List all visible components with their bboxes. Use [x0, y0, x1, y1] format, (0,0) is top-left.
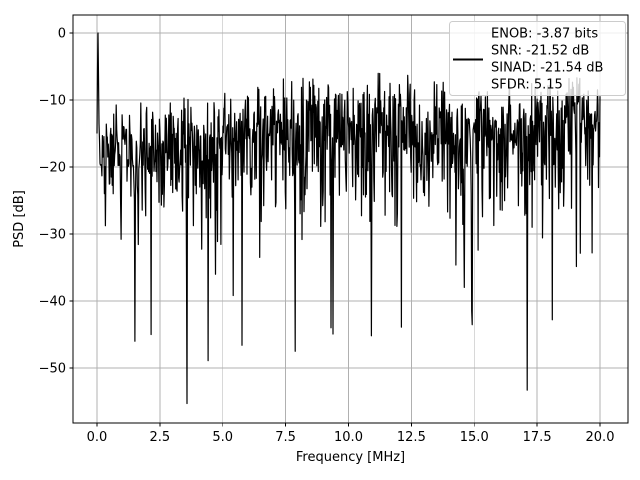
plot-area-border	[72, 14, 629, 424]
x-tick-label: 7.5	[275, 430, 296, 445]
legend-enob-label: ENOB: -3.87 bits	[491, 27, 598, 42]
y-tick-label: 0	[58, 27, 66, 42]
x-tick-label: 2.5	[150, 430, 171, 445]
x-tick-label: 5.0	[212, 430, 233, 445]
x-tick-label: 15.0	[460, 430, 489, 445]
axis-tick-labels: 0.0 2.5 5.0 7.5 10.0 12.5 15.0 17.5 20.0 0 −10 −20 −…	[39, 27, 615, 446]
x-axis-label: Frequency [MHz]	[296, 450, 405, 465]
x-tick-label: 17.5	[523, 430, 552, 445]
x-tick-label: 12.5	[397, 430, 426, 445]
psd-series-line	[96, 32, 601, 405]
y-tick-label: −40	[39, 295, 66, 310]
legend-sfdr-label: SFDR: 5.15	[491, 78, 563, 93]
legend-snr-label: SNR: -21.52 dB	[491, 44, 589, 59]
y-axis-label: PSD [dB]	[12, 190, 27, 248]
x-tick-label: 20.0	[586, 430, 615, 445]
legend-box	[449, 21, 626, 96]
x-tick-label: 10.0	[334, 430, 363, 445]
legend-sinad-label: SINAD: -21.54 dB	[491, 61, 603, 76]
axis-ticks	[69, 32, 601, 427]
x-tick-label: 0.0	[87, 430, 108, 445]
y-tick-label: −30	[39, 228, 66, 243]
y-tick-label: −10	[39, 94, 66, 109]
y-tick-label: −50	[39, 362, 66, 377]
legend: ENOB: -3.87 bits SNR: -21.52 dB SINAD: -…	[449, 21, 626, 96]
y-tick-label: −20	[39, 161, 66, 176]
